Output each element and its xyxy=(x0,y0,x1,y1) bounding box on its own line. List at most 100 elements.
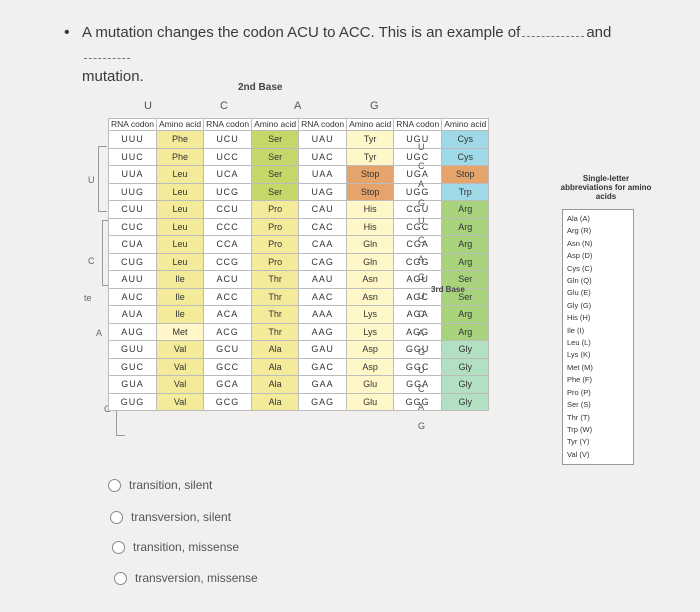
codon-cell: GUG xyxy=(108,392,157,411)
amino-acid-cell: Ala xyxy=(251,340,300,359)
abbreviation-item: Gly (G) xyxy=(567,300,592,310)
codon-cell: GAA xyxy=(298,375,348,394)
abbreviation-panel: Single-letter abbreviations for amino ac… xyxy=(558,174,654,466)
third-base-letter: A xyxy=(418,253,425,264)
abbreviation-item: Arg (R) xyxy=(567,226,592,236)
question-text: • A mutation changes the codon ACU to AC… xyxy=(64,22,642,88)
amino-acid-cell: Ile xyxy=(155,305,205,324)
amino-acid-cell: Arg xyxy=(441,235,490,254)
third-base-letter: U xyxy=(418,216,425,227)
table-row: GUG Val GCG Ala GAG Glu GGG Gly xyxy=(108,392,490,411)
header-cell: RNA codon xyxy=(108,118,157,131)
abbreviation-item: Glu (E) xyxy=(567,288,591,298)
amino-acid-cell: Ser xyxy=(251,130,300,149)
first-base-a: A xyxy=(96,328,103,338)
abbreviation-item: His (H) xyxy=(567,313,591,323)
table-row: UUA Leu UCA Ser UAA Stop UGA Stop xyxy=(108,165,490,184)
option-label: transversion, missense xyxy=(135,571,258,585)
third-base-letter: U xyxy=(418,142,425,152)
question-tail: mutation. xyxy=(82,68,144,85)
amino-acid-cell: Ser xyxy=(251,182,300,201)
amino-acid-cell: Thr xyxy=(251,270,300,289)
option-transversion-silent[interactable]: transversion, silent xyxy=(110,510,231,524)
codon-cell: ACC xyxy=(203,287,253,306)
header-cell: RNA codon xyxy=(203,118,253,131)
abbreviation-item: Val (V) xyxy=(567,449,590,459)
radio-icon[interactable] xyxy=(112,540,125,554)
abbreviation-item: Gln (Q) xyxy=(567,276,592,286)
codon-cell: UGG xyxy=(393,182,443,201)
col-letter-u: U xyxy=(144,100,152,112)
option-transition-missense[interactable]: transition, missense xyxy=(112,540,239,554)
table-row: AUA Ile ACA Thr AAA Lys AGA Arg xyxy=(108,305,490,324)
codon-cell: GUC xyxy=(108,357,157,376)
codon-cell: CUG xyxy=(108,252,157,271)
header-cell: Amino acid xyxy=(346,118,395,131)
codon-cell: GAU xyxy=(298,340,348,359)
codon-cell: GAG xyxy=(298,392,348,411)
amino-acid-cell: Glu xyxy=(346,392,395,411)
codon-cell: UAC xyxy=(298,147,348,166)
codon-cell: CUA xyxy=(108,235,157,254)
bracket-c xyxy=(102,220,111,286)
abbreviation-item: Met (M) xyxy=(567,362,593,372)
codon-cell: ACG xyxy=(203,322,253,341)
amino-acid-cell: Asn xyxy=(346,287,395,306)
radio-icon[interactable] xyxy=(110,510,123,524)
col-letter-g: G xyxy=(370,100,379,112)
option-transition-silent[interactable]: transition, silent xyxy=(108,478,212,492)
table-row: CUA Leu CCA Pro CAA Gln CGA Arg xyxy=(108,235,490,254)
codon-cell: CUC xyxy=(108,217,157,236)
codon-cell: UCA xyxy=(203,165,253,184)
table-row: GUU Val GCU Ala GAU Asp GGU Gly xyxy=(108,340,490,359)
codon-table-figure: 2nd Base U C A G U C te A G RNA codon Am… xyxy=(84,80,688,466)
third-base-label: 3rd Base xyxy=(431,285,465,294)
codon-cell: AAG xyxy=(298,322,348,341)
radio-icon[interactable] xyxy=(108,478,121,492)
amino-acid-cell: Arg xyxy=(441,305,490,324)
second-base-label: 2nd Base xyxy=(238,82,283,93)
codon-cell: AGU xyxy=(393,270,443,289)
option-label: transversion, silent xyxy=(131,510,232,524)
amino-acid-cell: Val xyxy=(155,340,205,359)
amino-acid-cell: Leu xyxy=(155,200,205,219)
codon-cell: CGA xyxy=(393,235,443,254)
codon-table: RNA codon Amino acid RNA codon Amino aci… xyxy=(108,118,490,411)
codon-cell: ACA xyxy=(203,305,253,324)
header-cell: Amino acid xyxy=(441,118,490,131)
abbreviation-item: Lys (K) xyxy=(567,350,591,360)
codon-cell: UUA xyxy=(108,165,157,184)
amino-acid-cell: Gly xyxy=(441,340,490,359)
abbreviation-item: Trp (W) xyxy=(567,424,593,434)
codon-cell: CAU xyxy=(298,200,348,219)
codon-cell: UGU xyxy=(393,130,443,149)
codon-cell: AGC xyxy=(393,287,443,306)
codon-cell: CCU xyxy=(203,200,253,219)
amino-acid-cell: Stop xyxy=(441,165,490,184)
codon-cell: ACU xyxy=(203,270,253,289)
amino-acid-cell: Ala xyxy=(251,375,300,394)
third-base-letter: A xyxy=(418,328,425,338)
amino-acid-cell: Lys xyxy=(346,322,395,341)
amino-acid-cell: Phe xyxy=(155,130,205,149)
col-letter-a: A xyxy=(294,100,302,112)
abbreviation-item: Ile (I) xyxy=(567,325,585,335)
codon-cell: AGA xyxy=(393,305,443,324)
third-base-letter: G xyxy=(418,272,426,283)
codon-cell: AUU xyxy=(108,270,157,289)
third-base-letter: A xyxy=(418,179,425,190)
amino-acid-cell: Stop xyxy=(346,165,395,184)
codon-cell: GAC xyxy=(298,357,348,376)
radio-icon[interactable] xyxy=(114,571,127,585)
amino-acid-cell: Arg xyxy=(441,200,490,219)
header-cell: Amino acid xyxy=(155,118,205,131)
header-cell: RNA codon xyxy=(298,118,348,131)
option-transversion-missense[interactable]: transversion, missense xyxy=(114,571,258,585)
amino-acid-cell: Gln xyxy=(346,252,395,271)
amino-acid-cell: Ala xyxy=(251,357,300,376)
codon-cell: GCU xyxy=(203,340,253,359)
amino-acid-cell: Ser xyxy=(251,147,300,166)
third-base-letter: C xyxy=(418,309,425,320)
amino-acid-cell: Thr xyxy=(251,287,300,306)
codon-cell: CAA xyxy=(298,235,348,254)
